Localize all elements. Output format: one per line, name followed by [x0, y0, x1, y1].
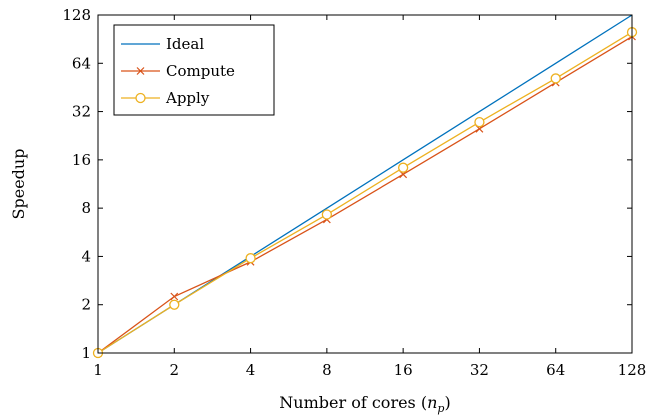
x-tick-label: 8	[322, 361, 332, 379]
x-axis-label: Number of cores (np)	[279, 393, 450, 415]
data-point-apply	[169, 299, 180, 310]
legend-label-apply: Apply	[165, 89, 210, 107]
x-tick-label: 16	[394, 361, 413, 379]
x-tick-label: 32	[470, 361, 489, 379]
y-tick-label: 64	[72, 54, 91, 72]
y-axis-label: Speedup	[9, 149, 28, 220]
x-axis-label-close: )	[444, 393, 450, 412]
plot-frame	[97, 14, 633, 354]
x-tick-label: 4	[246, 361, 256, 379]
series-apply	[92, 27, 638, 359]
data-point-apply	[474, 116, 485, 128]
legend-label-compute: Compute	[166, 62, 235, 80]
data-point-apply	[550, 73, 561, 84]
y-tick-label: 1	[81, 344, 91, 362]
y-tick-label: 8	[81, 199, 91, 217]
series-line-apply	[97, 31, 633, 354]
y-tick-label: 4	[81, 247, 91, 265]
series-layer	[92, 14, 638, 359]
legend-marker-apply	[135, 92, 146, 104]
data-point-compute-stroke	[170, 292, 179, 301]
x-axis-label-text: Number of cores (	[279, 393, 427, 412]
legend-label-ideal: Ideal	[166, 35, 204, 53]
x-tick-label: 1	[93, 361, 103, 379]
data-point-apply	[321, 209, 333, 220]
data-point-apply	[245, 253, 256, 264]
y-tick-label: 16	[72, 151, 91, 169]
y-tick-label: 2	[81, 296, 91, 314]
y-tick-label: 128	[62, 6, 91, 24]
y-tick-label: 32	[72, 103, 91, 121]
series-line-compute	[97, 35, 633, 354]
data-point-compute	[170, 292, 179, 301]
x-tick-label: 2	[170, 361, 180, 379]
x-axis-label-var: n	[427, 393, 437, 412]
legend: Ideal Compute Apply	[113, 24, 275, 116]
legend-marker-compute	[136, 67, 145, 75]
x-tick-label: 64	[546, 361, 565, 379]
ticks-layer: 1 2 4 8 16 32 64 128 1 2 4 8 16 32 64 128	[62, 6, 646, 379]
legend-marker-compute-stroke	[136, 67, 145, 75]
data-point-apply	[397, 162, 409, 173]
x-tick-label: 128	[618, 361, 647, 379]
x-axis-label-sub: p	[437, 402, 444, 415]
